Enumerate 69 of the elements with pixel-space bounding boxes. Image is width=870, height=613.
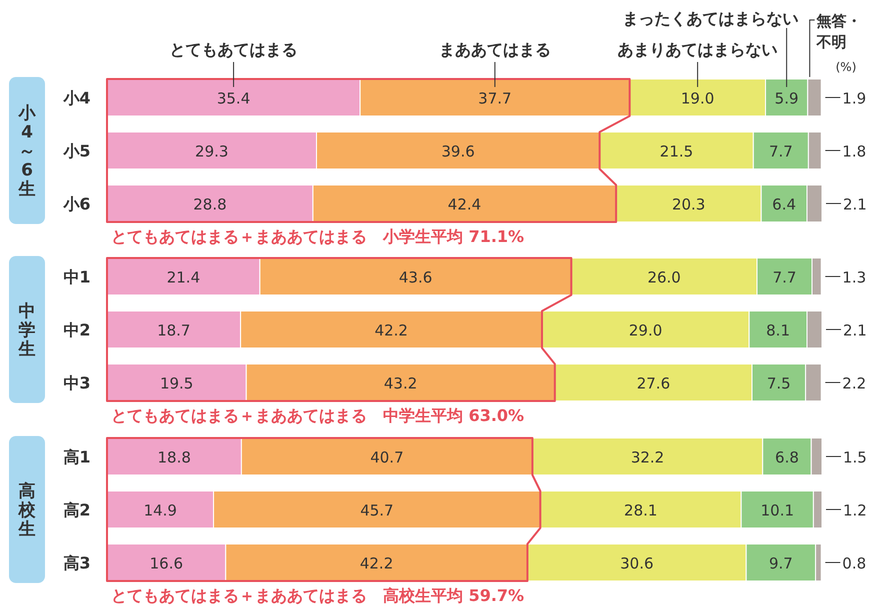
series-label: あまりあてはまらない [618, 40, 778, 59]
series-label: 無答・不明 [816, 12, 862, 51]
data-label: 1.5 [843, 448, 867, 466]
y-tick-label: 高1 [63, 448, 91, 466]
text: とてもあてはまる＋まああてはまる 小学生平均 71.1% [111, 227, 524, 246]
data-label: 2.1 [843, 322, 867, 340]
ylabel: 小4～6生 [9, 77, 45, 224]
text: とてもあてはまる＋まああてはまる 中学生平均 63.0% [111, 406, 524, 425]
data-label: 40.7 [370, 448, 404, 466]
data-label: 9.7 [768, 554, 793, 572]
data-label: 0.8 [842, 554, 866, 572]
ylabel: 高校生 [9, 436, 45, 583]
data-label: 10.1 [760, 502, 794, 520]
data-label: 30.6 [620, 554, 654, 572]
data-label: 2.1 [843, 196, 867, 214]
series-label: まああてはまる [438, 40, 551, 59]
data-label: 42.2 [360, 554, 394, 572]
data-label: 29.3 [195, 142, 228, 160]
data-label: 27.6 [636, 374, 670, 392]
data-label: 7.7 [772, 268, 796, 286]
data-label: 7.5 [766, 374, 791, 392]
data-label: 42.4 [448, 196, 482, 214]
data-label: 21.5 [660, 142, 694, 160]
data-label: 7.7 [768, 142, 793, 160]
y-tick-label: 小4 [62, 88, 91, 108]
data-label: 8.1 [766, 322, 790, 340]
y-tick-label: 小5 [62, 142, 91, 160]
data-label: 20.3 [672, 196, 706, 214]
data-label: 1.8 [842, 142, 866, 160]
data-label: 18.7 [157, 322, 190, 340]
data-label: 43.6 [398, 268, 432, 286]
data-label: 35.4 [216, 90, 250, 108]
y-tick-label: 中1 [63, 268, 91, 286]
data-label: 29.0 [628, 322, 662, 340]
data-label: 43.2 [384, 374, 418, 392]
ylabel: 中学生 [9, 256, 45, 403]
data-label: 5.9 [774, 90, 799, 108]
data-label: 39.6 [441, 142, 475, 160]
data-label: 26.0 [647, 268, 681, 286]
text: まったくあてはまらない [622, 9, 799, 28]
data-label: 1.2 [843, 502, 867, 520]
y-tick-label: 小6 [62, 194, 91, 214]
data-label: 19.5 [160, 374, 194, 392]
text: (%) [836, 60, 856, 74]
data-label: 14.9 [144, 502, 177, 520]
data-label: 1.9 [842, 90, 866, 108]
data-label: 16.6 [150, 554, 184, 572]
data-label: 32.2 [630, 448, 664, 466]
data-label: 2.2 [842, 374, 866, 392]
data-label: 45.7 [360, 502, 394, 520]
y-axis-title: 中学生 [18, 302, 36, 360]
data-label: 18.8 [158, 448, 191, 466]
y-tick-label: 中2 [63, 320, 91, 340]
data-label: 42.2 [374, 322, 408, 340]
data-label: 21.4 [166, 268, 200, 286]
text: とてもあてはまる＋まああてはまる 高校生平均 59.7% [111, 586, 524, 605]
data-label: 6.8 [775, 448, 799, 466]
y-axis-title: 高校生 [18, 482, 36, 540]
data-label: 6.4 [772, 196, 796, 214]
data-label: 37.7 [478, 90, 512, 108]
y-axis-title: 小4～6生 [18, 104, 36, 200]
data-label: 28.8 [193, 196, 227, 214]
y-tick-label: 中3 [63, 374, 91, 392]
y-tick-label: 高2 [63, 500, 91, 520]
data-label: 1.3 [842, 268, 866, 286]
series-label: とてもあてはまる [170, 40, 298, 59]
data-label: 28.1 [624, 502, 658, 520]
y-tick-label: 高3 [63, 554, 91, 572]
data-label: 19.0 [680, 90, 714, 108]
